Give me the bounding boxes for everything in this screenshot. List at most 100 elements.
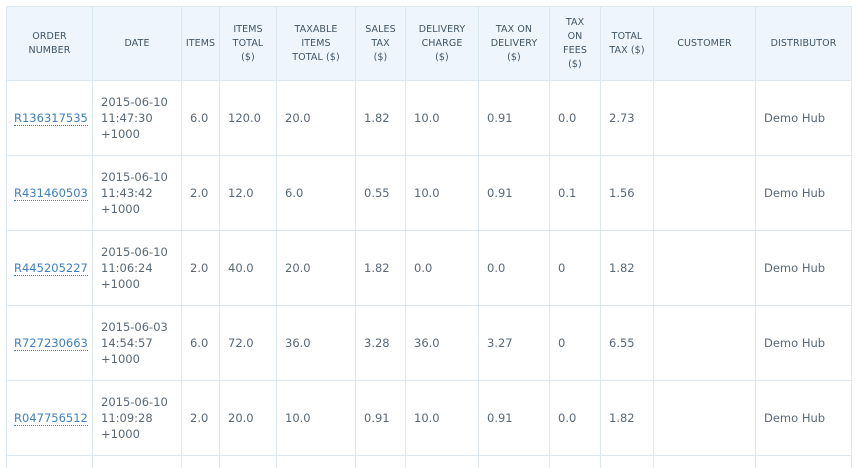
cell-taxable-items-total: 6.0 [276,155,356,231]
column-header-label: TAX ON [495,23,533,35]
column-header-customer[interactable]: CUSTOMER [653,6,756,81]
column-header-label: TOTAL [611,30,643,42]
cell-value: 1.82 [609,411,635,425]
table-row: R047756512 2015-06-10 11:09:28 +1000 2.0 20.0… [6,380,852,456]
date-line: +1000 [101,202,140,216]
column-header-label: ($) [373,51,388,63]
cell-value: 1.82 [609,261,635,275]
cell-value: 20.0 [228,411,254,425]
cell-sales-tax: 1.82 [355,80,406,156]
cell-value: 0 [558,261,566,275]
column-header-sales-tax[interactable]: SALES TAX ($) [355,6,406,81]
cell-order-number: R445205227 [6,230,93,306]
column-header-delivery-charge[interactable]: DELIVERY CHARGE ($) [405,6,479,81]
order-number-link[interactable]: R136317535 [14,111,88,126]
cell-total-tax: 1.82 [600,380,654,456]
date-line: 11:06:24 [101,261,153,275]
column-header-label: NUMBER [28,44,71,56]
cell-date: 2015-06-10 11:43:42 +1000 [92,155,182,231]
cell-items-total: 72.0 [219,305,277,381]
cell-tax-on-fees: 0 [549,305,601,381]
cell-distributor: Demo Hub [755,80,852,156]
cell-value: 6.0 [285,186,304,200]
column-header-total-tax[interactable]: TOTAL TAX ($) [600,6,654,81]
column-header-label: ORDER [32,30,67,42]
cell-customer [653,380,756,456]
cell-taxable-items-total: 10.0 [276,380,356,456]
column-header-date[interactable]: DATE [92,6,182,81]
cell-value: 2.0 [190,186,209,200]
cell-tax-on-fees: 0 [549,230,601,306]
cell-value: 0.0 [558,411,577,425]
column-header-items-total[interactable]: ITEMS TOTAL ($) [219,6,277,81]
column-header-label: TAX ($) [609,44,645,56]
cell-value: 36.0 [285,336,311,350]
cell-order-number [6,455,93,468]
column-header-items[interactable]: ITEMS [181,6,220,81]
cell-total-tax: 6.55 [600,305,654,381]
cell-value: 2.73 [609,111,635,125]
column-header-taxable-items-total[interactable]: TAXABLE ITEMS TOTAL ($) [276,6,356,81]
cell-customer [653,455,756,468]
date-line: 2015-06-10 [101,395,168,409]
cell-value: 12.0 [228,186,254,200]
cell-value: 0.0 [558,111,577,125]
column-header-label: ($) [435,51,449,63]
date-line: +1000 [101,427,140,441]
order-number-link[interactable]: R445205227 [14,261,88,276]
column-header-tax-on-delivery[interactable]: TAX ON DELIVERY ($) [478,6,550,81]
cell-value: 6.55 [609,336,635,350]
column-header-label: ($) [241,51,255,63]
cell-items: 2.0 [181,230,220,306]
cell-value: 3.27 [487,336,513,350]
order-number-link[interactable]: R431460503 [14,186,88,201]
date-line: 2015-06-03 [101,320,168,334]
cell-items: 6.0 [181,80,220,156]
cell-items-total: 12.0 [219,155,277,231]
column-header-order-number[interactable]: ORDER NUMBER [6,6,93,81]
cell-distributor: Demo Hub [755,305,852,381]
order-number-link[interactable]: R047756512 [14,411,88,426]
cell-date: 2015-06-10 11:47:30 +1000 [92,80,182,156]
cell-delivery-charge: 10.0 [405,380,479,456]
cell-items [181,455,220,468]
cell-value: 72.0 [228,336,254,350]
cell-value: 0 [558,336,566,350]
cell-delivery-charge: 10.0 [405,80,479,156]
cell-value: Demo Hub [764,261,826,275]
table-row-partial [6,455,852,468]
column-header-label: TAX [565,16,585,28]
column-header-label: DATE [124,37,150,49]
column-header-label: TAX [371,37,390,49]
column-header-label: CUSTOMER [677,37,732,49]
cell-order-number: R727230663 [6,305,93,381]
cell-total-tax: 1.56 [600,155,654,231]
cell-value: 36.0 [414,336,440,350]
cell-total-tax: 1.82 [600,230,654,306]
date-line: +1000 [101,352,140,366]
cell-value: 1.82 [364,261,390,275]
cell-value: 6.0 [190,336,209,350]
cell-value: 2.0 [190,411,209,425]
cell-sales-tax [355,455,406,468]
cell-value: 0.91 [364,411,390,425]
column-header-distributor[interactable]: DISTRIBUTOR [755,6,852,81]
cell-value: 10.0 [414,111,440,125]
cell-date [92,455,182,468]
date-line: +1000 [101,277,140,291]
cell-customer [653,305,756,381]
column-header-tax-on-fees[interactable]: TAX ON FEES ($) [549,6,601,81]
cell-sales-tax: 0.91 [355,380,406,456]
column-header-label: TOTAL ($) [292,51,340,63]
order-number-link[interactable]: R727230663 [14,336,88,351]
column-header-label: TAXABLE [294,23,338,35]
cell-order-number: R136317535 [6,80,93,156]
table-row: R727230663 2015-06-03 14:54:57 +1000 6.0 72.0… [6,305,852,381]
column-header-label: ITEMS [185,37,216,49]
cell-date: 2015-06-10 11:06:24 +1000 [92,230,182,306]
column-header-label: FEES [563,44,587,56]
cell-items: 2.0 [181,155,220,231]
cell-tax-on-fees: 0.0 [549,80,601,156]
cell-customer [653,230,756,306]
date-line: 2015-06-10 [101,95,168,109]
